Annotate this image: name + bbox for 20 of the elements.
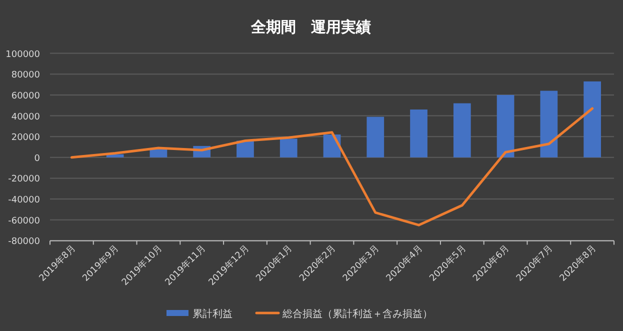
y-tick-label: 20000	[11, 133, 40, 144]
bar	[496, 94, 514, 158]
y-tick-label: 0	[34, 154, 40, 164]
title: 全期間 運用実績	[251, 18, 371, 36]
legend-label: 総合損益（累計利益＋含み損益）	[282, 308, 432, 320]
bar	[366, 116, 384, 158]
y-tick-label: 60000	[11, 91, 40, 102]
y-tick-label: 40000	[11, 112, 40, 122]
legend-label: 累計利益	[192, 308, 232, 320]
y-tick-label: -80000	[8, 237, 40, 248]
bar	[410, 110, 428, 158]
bar	[540, 90, 558, 158]
y-tick-label: 80000	[11, 70, 40, 81]
bar	[584, 81, 601, 158]
bar	[453, 103, 471, 158]
y-tick-label: -40000	[8, 196, 40, 206]
bar	[280, 138, 298, 158]
y-tick-label: 100000	[6, 50, 40, 60]
y-tick-label: -20000	[8, 174, 40, 185]
y-tick-label: -60000	[8, 216, 40, 226]
